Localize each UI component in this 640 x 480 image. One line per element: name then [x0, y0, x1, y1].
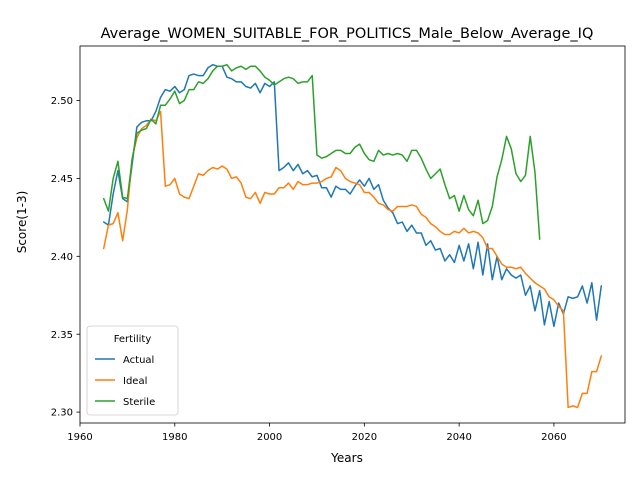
legend-box: [86, 325, 179, 416]
y-tick-label: 2.45: [51, 174, 73, 185]
plot-frame: [79, 45, 626, 424]
series-line-sterile: [102, 63, 541, 240]
legend-title: Fertility: [114, 334, 152, 345]
y-tick-label: 2.35: [51, 330, 73, 341]
y-axis-label: Score(1-3): [15, 191, 29, 254]
x-tick-label: 2020: [352, 432, 377, 443]
x-tick-label: 2000: [257, 432, 282, 443]
x-tick-label: 1980: [162, 432, 187, 443]
y-tick-label: 2.50: [51, 96, 73, 107]
x-tick-label: 2040: [446, 432, 471, 443]
chart-title: Average_WOMEN_SUITABLE_FOR_POLITICS_Male…: [101, 26, 594, 42]
x-axis-label: Years: [330, 451, 363, 465]
x-tick-label: 2060: [541, 432, 566, 443]
y-tick-label: 2.30: [51, 408, 73, 419]
series-line-ideal: [102, 110, 603, 409]
x-tick-label: 1960: [67, 432, 92, 443]
y-tick-label: 2.40: [51, 252, 73, 263]
legend: Fertility Actual Ideal Sterile: [86, 325, 179, 416]
series-line-actual: [102, 63, 603, 328]
legend-label-ideal: Ideal: [123, 376, 147, 387]
legend-label-sterile: Sterile: [123, 397, 155, 408]
series-layer: [102, 63, 603, 409]
legend-label-actual: Actual: [123, 355, 154, 366]
axes-layer: 1960 1980 2000 2020 2040 2060 2.30 2.35 2.40 2.45…: [51, 45, 626, 443]
